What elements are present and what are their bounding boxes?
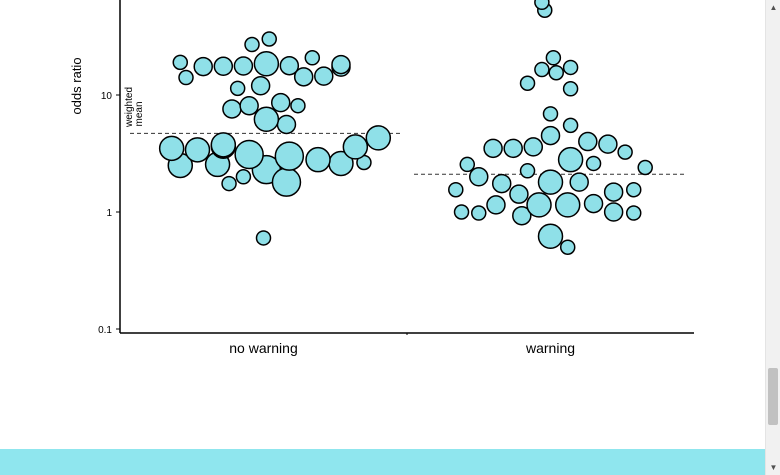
data-point xyxy=(617,144,633,160)
data-point xyxy=(271,167,302,197)
data-point xyxy=(222,99,242,119)
data-point xyxy=(221,175,237,192)
data-point xyxy=(569,172,589,192)
vertical-scrollbar[interactable]: ▲ ▼ xyxy=(765,0,780,475)
data-point xyxy=(261,31,277,47)
data-point xyxy=(562,117,579,134)
data-point xyxy=(235,169,252,185)
data-point xyxy=(512,205,532,226)
x-tick-label: warning xyxy=(525,340,575,356)
data-point xyxy=(625,181,642,198)
data-point xyxy=(562,81,579,97)
data-point xyxy=(534,0,550,11)
data-point xyxy=(365,125,392,151)
data-point xyxy=(603,202,624,222)
data-point xyxy=(279,55,300,76)
data-point xyxy=(578,131,598,152)
data-points xyxy=(158,0,653,255)
weighted-mean-label-second-line: mean xyxy=(134,101,145,126)
data-point xyxy=(229,80,246,97)
data-point xyxy=(305,146,331,173)
data-point xyxy=(486,195,506,215)
data-point xyxy=(253,50,280,77)
data-point xyxy=(537,223,564,250)
data-point xyxy=(255,230,272,246)
data-point xyxy=(540,125,561,146)
data-point xyxy=(598,134,618,154)
data-point xyxy=(583,193,604,214)
data-point xyxy=(276,114,297,135)
data-point xyxy=(548,64,564,81)
data-point xyxy=(585,155,602,172)
x-axis-labels: no warning warning xyxy=(229,340,575,356)
data-point xyxy=(234,139,264,170)
scroll-up-arrow-icon[interactable]: ▲ xyxy=(769,3,778,12)
data-point xyxy=(314,66,334,86)
data-point xyxy=(471,205,487,221)
data-point xyxy=(274,141,305,171)
data-point xyxy=(172,54,189,71)
data-point xyxy=(331,54,351,75)
data-point xyxy=(526,192,552,218)
data-point xyxy=(469,167,489,187)
y-axis-ticks: 0.1 1 10 xyxy=(98,91,120,336)
data-point xyxy=(158,135,185,162)
data-point xyxy=(239,95,259,116)
data-point xyxy=(213,56,234,77)
data-point xyxy=(559,239,576,255)
data-point xyxy=(509,184,529,204)
data-point xyxy=(342,134,369,160)
y-tick-label: 10 xyxy=(101,91,113,102)
data-point xyxy=(293,67,314,87)
data-point xyxy=(519,163,536,179)
data-point xyxy=(534,61,550,78)
data-point xyxy=(545,50,562,66)
data-point xyxy=(483,138,503,159)
data-point xyxy=(562,59,579,76)
data-point xyxy=(244,36,260,53)
data-point xyxy=(557,146,584,173)
data-point xyxy=(253,106,280,133)
data-point xyxy=(453,204,470,220)
y-tick-label: 1 xyxy=(106,208,112,219)
data-point xyxy=(193,56,213,77)
data-point xyxy=(542,106,559,122)
data-point xyxy=(625,205,642,221)
scrollbar-thumb[interactable] xyxy=(768,368,778,425)
data-point xyxy=(448,181,464,198)
weighted-mean-label: weighted xyxy=(124,87,135,128)
data-point xyxy=(304,50,321,66)
data-point xyxy=(210,132,237,158)
footer-band xyxy=(0,449,765,475)
data-point xyxy=(178,69,194,86)
data-point xyxy=(523,137,544,157)
scroll-down-arrow-icon[interactable]: ▼ xyxy=(769,463,778,472)
data-point xyxy=(250,75,271,96)
data-point xyxy=(233,56,254,76)
data-point xyxy=(519,75,536,92)
data-point xyxy=(184,137,211,163)
data-point xyxy=(491,173,512,194)
data-point xyxy=(503,138,523,159)
data-point xyxy=(603,182,624,202)
data-point xyxy=(270,92,291,113)
y-tick-label: 0.1 xyxy=(98,325,112,336)
data-point xyxy=(637,159,653,176)
x-tick-label: no warning xyxy=(229,340,298,356)
y-axis-title: odds ratio xyxy=(69,57,84,114)
data-point xyxy=(537,169,564,195)
data-point xyxy=(290,97,306,114)
data-point xyxy=(459,156,476,173)
data-point xyxy=(554,192,581,218)
